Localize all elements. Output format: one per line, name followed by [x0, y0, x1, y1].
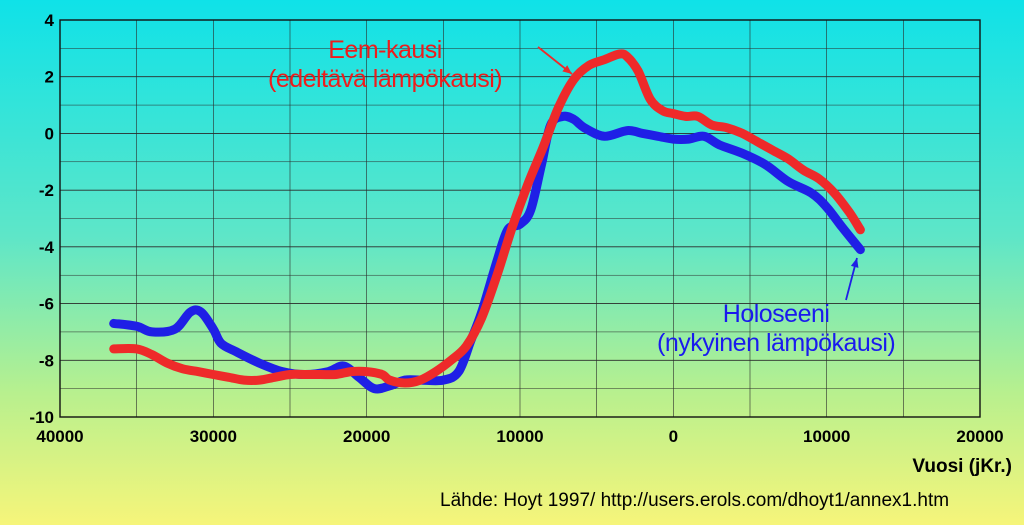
- y-tick-label: -4: [39, 238, 55, 257]
- eem-annotation: Eem-kausi (edeltävä lämpökausi): [268, 36, 503, 94]
- holoseeni-annotation: Holoseeni (nykyinen lämpökausi): [657, 300, 896, 358]
- x-axis-label: Vuosi (jKr.): [912, 456, 1012, 477]
- x-tick-label: 10000: [803, 427, 850, 446]
- tick-labels: 40000 30000 20000 10000 0 10000 20000 4 2 0 -2 -4 -6…: [29, 11, 1003, 446]
- x-tick-label: 10000: [496, 427, 543, 446]
- y-tick-label: 4: [45, 11, 55, 30]
- plot-frame: [59, 19, 981, 418]
- x-tick-label: 20000: [956, 427, 1003, 446]
- axes: [59, 19, 981, 418]
- x-tick-label: 0: [669, 427, 678, 446]
- y-tick-label: -8: [39, 351, 54, 370]
- eem-annotation-title: Eem-kausi: [328, 36, 442, 64]
- x-tick-label: 30000: [190, 427, 237, 446]
- x-tick-label: 40000: [36, 427, 83, 446]
- annotation-arrows: [537, 46, 859, 301]
- eem-series-line: [109, 49, 865, 388]
- source-text: Lähde: Hoyt 1997/ http://users.erols.com…: [440, 490, 950, 511]
- holoseeni-arrow-head: [850, 258, 859, 268]
- y-tick-label: 0: [45, 124, 54, 143]
- y-tick-label: -2: [39, 181, 54, 200]
- y-tick-label: -10: [29, 408, 54, 427]
- holoseeni-annotation-title: Holoseeni: [722, 300, 830, 328]
- eem-annotation-subtitle: (edeltävä lämpökausi): [268, 64, 503, 93]
- eem-arrow-head: [562, 65, 572, 74]
- series-layer: [109, 49, 865, 394]
- holoseeni-annotation-subtitle: (nykyinen lämpökausi): [657, 328, 896, 357]
- y-tick-label: -6: [39, 295, 54, 314]
- x-tick-label: 20000: [343, 427, 390, 446]
- y-tick-label: 2: [45, 68, 54, 87]
